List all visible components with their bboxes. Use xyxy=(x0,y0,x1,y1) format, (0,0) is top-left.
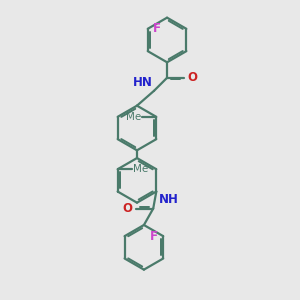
Text: O: O xyxy=(188,71,198,84)
Text: F: F xyxy=(153,22,161,35)
Text: HN: HN xyxy=(133,76,152,89)
Text: F: F xyxy=(150,230,158,243)
Text: Me: Me xyxy=(126,112,141,122)
Text: Me: Me xyxy=(133,164,148,174)
Text: O: O xyxy=(122,202,132,215)
Text: NH: NH xyxy=(159,193,179,206)
